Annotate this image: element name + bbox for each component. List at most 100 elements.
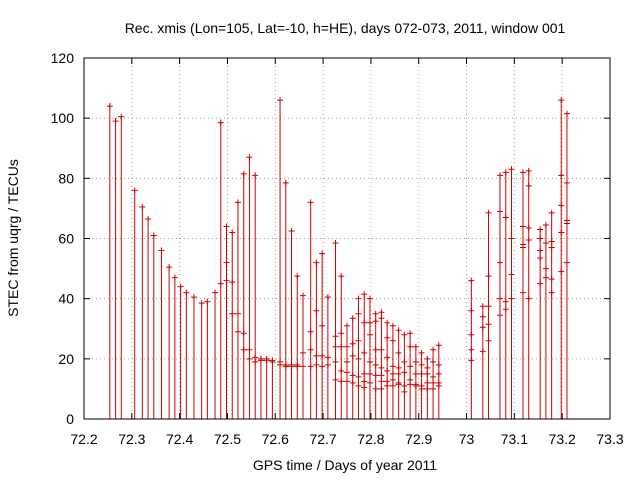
data-point (424, 370, 431, 377)
y-tick-labels: 0 20 40 60 80 100 120 (51, 50, 75, 427)
data-point (313, 259, 320, 266)
data-point (378, 385, 385, 392)
data-point (407, 343, 414, 350)
data-point (401, 369, 408, 376)
data-point (183, 289, 190, 296)
data-point (430, 346, 437, 353)
data-point (372, 318, 379, 325)
data-point (558, 97, 565, 104)
data-point (395, 327, 402, 334)
data-point (319, 250, 326, 257)
data-point (177, 283, 184, 290)
data-point (300, 292, 307, 299)
data-point (558, 172, 565, 179)
data-point (246, 346, 253, 353)
data-point (389, 322, 396, 329)
data-point (324, 361, 331, 368)
data-point (497, 295, 504, 302)
data-point (338, 378, 345, 385)
data-point (485, 303, 492, 310)
data-point (525, 182, 532, 189)
data-point (349, 379, 356, 386)
data-point (537, 235, 544, 242)
data-point (131, 187, 138, 194)
data-point (389, 363, 396, 370)
data-point (537, 280, 544, 287)
data-point (558, 229, 565, 236)
data-point (435, 342, 442, 349)
data-point (229, 229, 236, 236)
x-tick-label: 73.2 (549, 431, 576, 447)
data-point (548, 238, 555, 245)
data-point (508, 271, 515, 278)
data-point (468, 277, 475, 284)
y-tick-label: 40 (58, 291, 74, 307)
data-point (332, 376, 339, 383)
data-point (548, 276, 555, 283)
data-point (430, 373, 437, 380)
data-point (212, 289, 219, 296)
data-point (384, 334, 391, 341)
data-point (277, 97, 284, 104)
data-point (497, 172, 504, 179)
data-point (288, 363, 295, 370)
data-point (542, 274, 549, 281)
data-point (497, 208, 504, 215)
data-point (361, 319, 368, 326)
data-point (282, 363, 289, 370)
data-point (223, 277, 230, 284)
data-point (307, 346, 314, 353)
data-point (332, 333, 339, 340)
data-point (257, 357, 264, 364)
data-point (240, 346, 247, 353)
data-point (479, 303, 486, 310)
data-point (166, 264, 173, 271)
data-point (319, 352, 326, 359)
data-point (332, 343, 339, 350)
x-tick-label: 73.1 (501, 431, 528, 447)
data-point (424, 379, 431, 386)
data-point (558, 202, 565, 209)
data-point (349, 315, 356, 322)
data-point (372, 346, 379, 353)
data-point (430, 379, 437, 386)
data-point (389, 382, 396, 389)
data-point (355, 355, 362, 362)
data-point (479, 313, 486, 320)
data-point (395, 349, 402, 356)
data-point (389, 370, 396, 377)
data-point (240, 170, 247, 177)
data-point (519, 169, 526, 176)
data-point (378, 378, 385, 385)
data-point (282, 179, 289, 186)
data-point (395, 364, 402, 371)
data-point (395, 381, 402, 388)
data-point (378, 372, 385, 379)
data-point (361, 349, 368, 356)
data-point (240, 330, 247, 337)
y-tick-label: 0 (66, 411, 74, 427)
data-point (319, 322, 326, 329)
data-point (158, 247, 165, 254)
data-point (485, 321, 492, 328)
data-point (435, 361, 442, 368)
data-point (355, 382, 362, 389)
data-point (418, 349, 425, 356)
data-point (485, 337, 492, 344)
data-point (468, 331, 475, 338)
data-point (246, 355, 253, 362)
data-point (361, 378, 368, 385)
data-point (563, 179, 570, 186)
data-point (537, 226, 544, 233)
data-point (412, 343, 419, 350)
data-point (407, 330, 414, 337)
data-point (548, 244, 555, 251)
data-point (349, 340, 356, 347)
data-point (401, 388, 408, 395)
data-point (435, 382, 442, 389)
data-point (324, 294, 331, 301)
data-point (344, 358, 350, 365)
data-point (106, 103, 113, 110)
data-point (366, 331, 373, 338)
